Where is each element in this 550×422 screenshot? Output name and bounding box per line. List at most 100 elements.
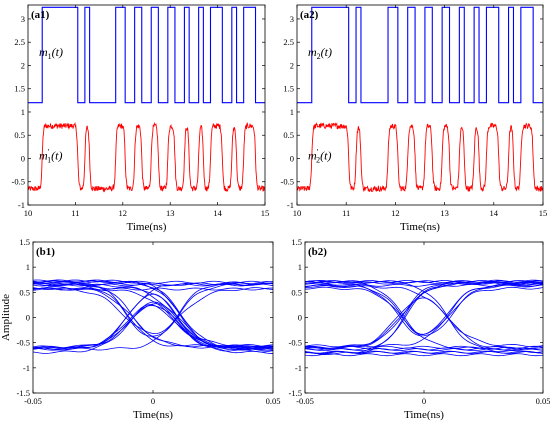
a1-label-digital: m1(t) [39, 45, 63, 61]
b1-eye-trace [33, 303, 273, 349]
a1-frame [27, 4, 266, 206]
b1-ytick-label: -1.5 [17, 388, 30, 398]
b1-eye-trace [33, 304, 273, 351]
panel-b2: -0.05 0 0.05 -1.5 -1 -0.5 0 0.5 1 1.5 Time(ns) (b2) [289, 237, 550, 421]
b1-ytick-label: -1 [23, 363, 30, 373]
b1-xlabel: Time(ns) [133, 409, 173, 421]
a1-panel-label: (a1) [31, 9, 50, 21]
a2-xtick-label: 10 [293, 208, 302, 218]
b1-eye-trace [33, 280, 273, 351]
a2-xtick-label: 13 [440, 208, 449, 218]
a2-ytick-label: 2 [290, 60, 294, 70]
a1-xtick-label: 12 [119, 208, 128, 218]
a2-frame [296, 4, 544, 206]
a1-xtick-label: 14 [213, 208, 222, 218]
panel-a1: 10 11 12 13 14 15 -1 -0.5 0 0.5 1 1.5 2 2.5 3 Time(ns) (… [12, 4, 270, 233]
a2-xtick-label: 11 [342, 208, 350, 218]
a2-ytick-label: 3 [290, 14, 294, 24]
b1-eye-trace [33, 301, 273, 350]
b1-panel-label: (b1) [36, 246, 55, 258]
b2-ytick-label: 0.5 [291, 287, 302, 297]
a2-label-analog: m' 2(t) [308, 147, 331, 164]
b1-eye-trace [33, 286, 273, 353]
panel-b1: -0.05 0 0.05 -1.5 -1 -0.5 0 0.5 1 1.5 Time(ns) Ampl… [0, 237, 280, 421]
b1-ytick-label: 0.5 [19, 287, 30, 297]
a2-ytick-label: -0.5 [281, 177, 294, 187]
b2-eye-trace [305, 282, 543, 337]
a1-xtick-label: 11 [71, 208, 79, 218]
a1-ytick-label: -1 [18, 200, 25, 210]
b2-panel-label: (b2) [308, 246, 327, 258]
a1-ytick-label: 2.5 [14, 37, 25, 47]
a1-xtick-label: 10 [24, 208, 33, 218]
b1-eye-trace [33, 283, 273, 337]
a2-xlabel: Time(ns) [400, 221, 440, 233]
b1-frame [32, 241, 274, 394]
b1-xtick-label: 0 [151, 396, 155, 406]
b1-eye-trace [33, 279, 273, 352]
b2-eye-trace [305, 280, 543, 284]
b2-eye-trace [305, 348, 543, 352]
a2-series-digital [297, 6, 543, 104]
b2-ytick-label: 1.5 [291, 237, 302, 247]
a2-ytick-label: 0 [290, 153, 294, 163]
b2-eye-trace [305, 353, 543, 357]
b1-eye-trace [33, 282, 273, 350]
panel-a2: 10 11 12 13 14 15 -1 -0.5 0 0.5 1 1.5 2 2.5 3 Time(ns) (… [281, 4, 548, 233]
b2-xlabel: Time(ns) [404, 409, 444, 421]
b2-eye-trace [305, 280, 543, 283]
b2-eye-trace [305, 284, 543, 335]
a2-series-analog [297, 122, 543, 193]
a1-xlabel: Time(ns) [127, 221, 167, 233]
b2-ytick-label: 1 [298, 262, 302, 272]
a1-ytick-label: 0.5 [14, 130, 25, 140]
b1-eye-trace [33, 305, 273, 354]
b1-ylabel: Amplitude [0, 294, 12, 341]
b1-xtick-label: 0.05 [266, 396, 281, 406]
a2-ytick-label: 1.5 [283, 84, 294, 94]
a2-xtick-label: 12 [391, 208, 400, 218]
a1-ytick-label: 0 [21, 153, 25, 163]
a1-label-analog: m' 1(t) [39, 147, 62, 164]
a1-ytick-label: 2 [21, 60, 25, 70]
b2-eye-trace [305, 285, 543, 348]
a2-panel-label: (a2) [300, 9, 319, 21]
a1-ytick-label: -0.5 [12, 177, 25, 187]
a1-series-analog [28, 121, 265, 193]
a1-ytick-label: 1.5 [14, 84, 25, 94]
b1-ytick-label: 1.5 [19, 237, 30, 247]
a1-ytick-label: 1 [21, 107, 25, 117]
b1-eye-trace [33, 280, 273, 349]
b1-ytick-label: 1 [26, 262, 30, 272]
b2-xtick-label: 0 [422, 396, 426, 406]
a2-label-digital: m2(t) [308, 45, 332, 61]
b1-ytick-label: 0 [26, 313, 30, 323]
b1-ytick-label: -0.5 [17, 338, 30, 348]
a1-xtick-label: 13 [166, 208, 175, 218]
b1-eye-trace [33, 293, 273, 349]
a1-series-digital [28, 6, 265, 104]
b1-eye-trace [33, 280, 273, 350]
b2-eye-trace [305, 345, 543, 349]
b2-eye-trace [305, 297, 543, 351]
b2-eye-trace [305, 281, 543, 353]
a2-ytick-label: 2.5 [283, 37, 294, 47]
b2-xtick-label: 0.05 [536, 396, 550, 406]
a2-ytick-label: -1 [287, 200, 294, 210]
b2-xtick-label: -0.05 [296, 396, 314, 406]
b2-eye-trace [305, 281, 543, 356]
a2-ytick-label: 0.5 [283, 130, 294, 140]
a2-ytick-label: 1 [290, 107, 294, 117]
b1-eye-trace [33, 287, 273, 335]
b2-ytick-label: -1.5 [289, 388, 302, 398]
a1-xtick-label: 15 [261, 208, 270, 218]
a2-xtick-label: 15 [539, 208, 548, 218]
a1-ytick-label: 3 [21, 14, 25, 24]
b1-xtick-label: -0.05 [24, 396, 42, 406]
b2-ytick-label: -1 [295, 363, 302, 373]
b1-eye-trace [33, 286, 273, 349]
b2-ytick-label: -0.5 [289, 338, 302, 348]
b2-ytick-label: 0 [298, 313, 302, 323]
a2-xtick-label: 14 [490, 208, 499, 218]
